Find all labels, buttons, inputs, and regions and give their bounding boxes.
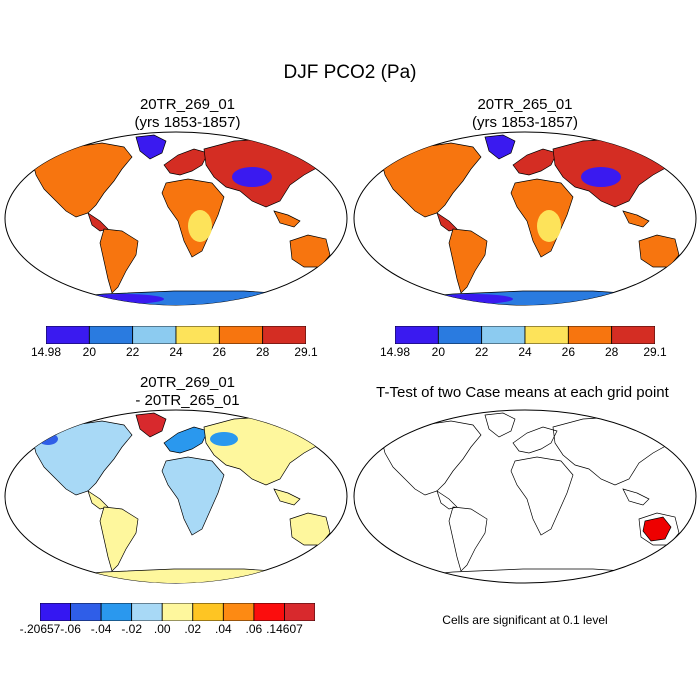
colorbar-swatch: [222, 603, 255, 621]
colorbar-swatch: [70, 603, 102, 621]
land-seasia: [273, 488, 301, 506]
colorbar-tick-label: 14.98: [379, 345, 411, 359]
land-samerica: [99, 506, 139, 572]
colorbar-tick-label: 24: [518, 345, 532, 359]
colorbar-swatch: [88, 326, 134, 344]
colorbar-tick-label: 20: [82, 345, 97, 359]
land-detail-blob: [210, 432, 238, 446]
colorbar-tick-label: 14.98: [30, 345, 62, 359]
land-samerica: [448, 506, 488, 572]
panel-1-title-line1: 20TR_269_01: [139, 96, 236, 113]
colorbar-tick-label: 28: [255, 345, 270, 359]
colorbar-swatch: [253, 603, 285, 621]
land-detail-blob: [188, 210, 212, 242]
colorbar-swatch: [46, 326, 90, 344]
land-seasia: [622, 488, 650, 506]
colorbar-tick-label: 22: [125, 345, 140, 359]
colorbar-tick-label: 29.1: [294, 345, 318, 359]
land-africa: [161, 456, 225, 536]
panel-title-4: T-Test of two Case means at each grid po…: [350, 384, 695, 402]
land-seasia: [622, 210, 650, 228]
map-panel-1: [4, 131, 348, 306]
colorbar-swatch: [218, 326, 264, 344]
significance-note: Cells are significant at 0.1 level: [442, 613, 608, 627]
colorbar-tick-label: .02: [184, 622, 202, 636]
panel-title-2: 20TR_265_01 (yrs 1853-1857): [360, 96, 690, 132]
land-detail-blob: [537, 210, 561, 242]
map-panel-3: [4, 409, 348, 584]
colorbar-tick-label: 29.1: [643, 345, 667, 359]
land-greenland: [135, 412, 167, 438]
colorbar-tick-label: .14607: [266, 622, 303, 636]
colorbar-swatch: [100, 603, 133, 621]
colorbar-swatch: [524, 326, 569, 344]
colorbar-swatch: [161, 603, 194, 621]
map-panel-2: [353, 131, 697, 306]
land-africa: [510, 456, 574, 536]
colorbar-swatch: [437, 326, 483, 344]
colorbar-tick-label: -.02: [121, 622, 142, 636]
colorbar-swatch: [131, 603, 163, 621]
colorbar-swatch: [40, 603, 71, 621]
panel-2-title-line1: 20TR_265_01: [477, 96, 573, 113]
colorbar-swatch: [481, 326, 526, 344]
land-detail-blob: [46, 572, 82, 582]
colorbar-tick-label: -.04: [90, 622, 112, 636]
panel-4-title-line1: T-Test of two Case means at each grid po…: [376, 384, 669, 401]
colorbar-panel-1-labels: 14.98 20 22 24 26 28 29.1: [31, 345, 318, 361]
land-greenland: [484, 412, 516, 438]
panel-title-1: 20TR_269_01 (yrs 1853-1857): [25, 96, 350, 132]
colorbar-tick-label: 22: [474, 345, 489, 359]
colorbar-tick-label: 28: [604, 345, 619, 359]
land-europe: [163, 148, 209, 176]
land-detail-blob: [232, 167, 272, 187]
panel-1-title-line2: (yrs 1853-1857): [134, 114, 241, 131]
colorbar-panel-3-labels: -.20657 -.06 -.04 -.02 .00 .02 .04 .06.14607: [20, 622, 315, 638]
colorbar-tick-label: -.06: [60, 622, 81, 636]
colorbar-swatch: [567, 326, 613, 344]
colorbar-panel-2-labels: 14.98 20 22 24 26 28 29.1: [380, 345, 667, 361]
colorbar-tick-label: .04: [214, 622, 232, 636]
colorbar-panel-2: [395, 326, 655, 344]
colorbar-swatch: [262, 326, 306, 344]
land-greenland: [135, 134, 167, 160]
land-namerica: [31, 142, 133, 218]
colorbar-tick-label: .00: [153, 622, 171, 636]
colorbar-panel-1: [46, 326, 306, 344]
land-detail-blob: [433, 294, 513, 304]
colorbar-tick-label: 26: [561, 345, 576, 359]
land-greenland: [484, 134, 516, 160]
colorbar-swatch: [132, 326, 177, 344]
colorbar-tick-label: -.20657: [19, 622, 61, 636]
significant-region-australia: [642, 516, 672, 542]
land-detail-blob: [84, 294, 164, 304]
colorbar-tick-label: 26: [212, 345, 227, 359]
land-detail-blob: [581, 167, 621, 187]
colorbar-swatch: [175, 326, 220, 344]
panel-2-title-line2: (yrs 1853-1857): [472, 114, 578, 131]
land-samerica: [448, 228, 488, 294]
colorbar-tick-label: .06: [245, 622, 263, 636]
colorbar-swatch: [395, 326, 439, 344]
colorbar-tick-label: 24: [169, 345, 183, 359]
colorbar-swatch: [611, 326, 655, 344]
colorbar-tick-label: 20: [431, 345, 446, 359]
colorbar-panel-3: [40, 603, 315, 621]
land-samerica: [99, 228, 139, 294]
figure-title: DJF PCO2 (Pa): [283, 62, 417, 83]
land-namerica: [380, 420, 482, 496]
panel-3-title-line1: 20TR_269_01: [139, 374, 236, 391]
panel-3-title-line2: - 20TR_265_01: [135, 392, 240, 409]
land-europe: [512, 426, 558, 454]
land-europe: [512, 148, 558, 176]
land-europe: [163, 426, 209, 454]
land-namerica: [380, 142, 482, 218]
colorbar-swatch: [192, 603, 224, 621]
map-panel-4: [353, 409, 697, 584]
land-seasia: [273, 210, 301, 228]
colorbar-swatch: [284, 603, 315, 621]
panel-title-3: 20TR_269_01 - 20TR_265_01: [25, 374, 350, 410]
